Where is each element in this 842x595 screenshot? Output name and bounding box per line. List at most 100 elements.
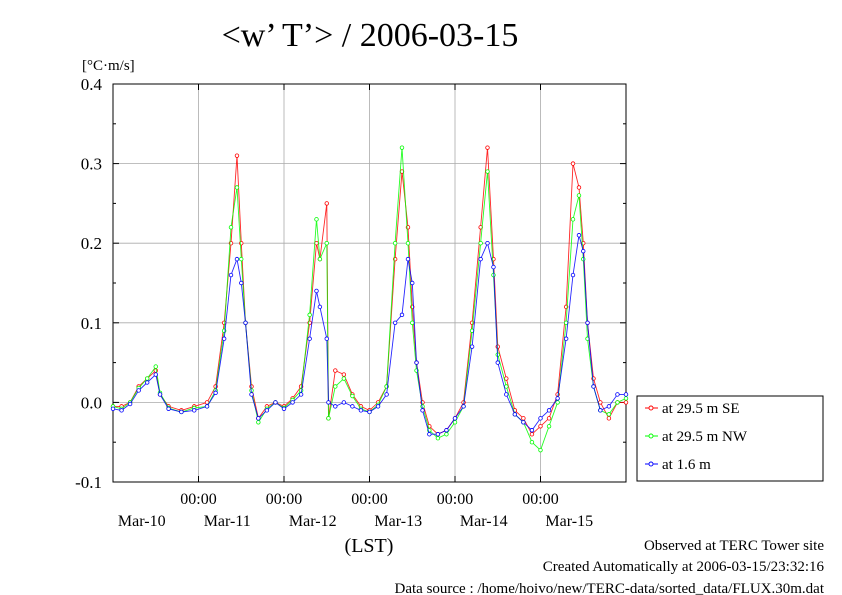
data-point	[399, 312, 405, 318]
data-point	[179, 409, 184, 415]
data-point	[444, 432, 449, 437]
data-point	[546, 408, 552, 413]
data-point	[585, 320, 590, 325]
data-point	[504, 392, 509, 397]
data-point	[478, 256, 483, 262]
data-point	[392, 240, 398, 246]
data-point	[478, 240, 483, 246]
data-point	[392, 320, 398, 325]
grid-lines	[113, 83, 626, 483]
data-point	[591, 384, 596, 389]
data-point	[243, 320, 248, 325]
data-point	[298, 392, 304, 397]
x-tick-time-label: 00:00	[266, 491, 302, 508]
data-point	[256, 416, 261, 421]
data-point	[405, 256, 411, 262]
data-point	[204, 404, 210, 409]
data-point	[435, 432, 441, 437]
data-point	[576, 193, 582, 198]
data-point	[606, 412, 612, 417]
data-point	[529, 432, 535, 437]
data-point	[256, 420, 261, 425]
data-point	[324, 240, 329, 246]
data-point	[598, 400, 603, 405]
data-point	[264, 408, 270, 413]
data-point	[485, 169, 490, 174]
data-point	[461, 404, 466, 409]
data-point	[491, 264, 496, 270]
data-point	[555, 396, 560, 401]
data-point	[512, 412, 518, 417]
data-point	[324, 201, 329, 206]
x-tick-labels: 00:00 00:00 00:00 00:00 00:00 Mar-10 Mar-11 Mar…	[118, 491, 593, 530]
chart-title: <w’ T’> / 2006-03-15	[222, 17, 519, 54]
x-date-label: Mar-11	[204, 513, 251, 530]
data-point	[529, 428, 535, 433]
data-point	[307, 336, 312, 341]
y-tick-labels: 0.4 0.3 0.2 0.1 0.0 -0.1	[75, 75, 102, 492]
data-point	[570, 272, 576, 278]
data-point	[538, 447, 543, 453]
data-point	[485, 240, 490, 246]
data-point	[576, 185, 582, 190]
data-point	[153, 372, 158, 377]
x-tick-time-label: 00:00	[522, 491, 558, 508]
data-point	[358, 408, 364, 413]
data-point	[606, 404, 612, 409]
x-tick-time-label: 00:00	[437, 491, 473, 508]
legend: at 29.5 m SE at 29.5 m NW at 1.6 m	[636, 395, 824, 482]
data-point	[563, 336, 569, 341]
data-point	[623, 396, 629, 401]
x-date-label: Mar-14	[460, 513, 508, 530]
data-point	[538, 424, 543, 429]
x-date-label: Mar-15	[545, 513, 593, 530]
data-point	[234, 153, 240, 158]
y-tick-label: -0.1	[75, 473, 102, 492]
data-point	[333, 368, 338, 373]
data-point	[367, 409, 372, 415]
data-point	[485, 145, 490, 150]
data-point	[341, 376, 347, 381]
data-point	[444, 428, 449, 433]
data-point	[504, 384, 509, 389]
data-point	[317, 256, 323, 262]
legend-swatch-marker	[648, 461, 654, 467]
data-point	[228, 272, 234, 278]
x-tick-time-label: 00:00	[351, 491, 387, 508]
data-point	[435, 436, 441, 441]
data-point	[452, 416, 458, 421]
data-point	[495, 360, 500, 365]
x-date-label: Mar-10	[118, 513, 166, 530]
data-point	[546, 424, 552, 429]
data-point	[153, 364, 158, 369]
data-point	[504, 376, 509, 381]
data-point	[239, 256, 244, 262]
series-group	[110, 145, 629, 453]
data-point	[410, 280, 415, 286]
data-point	[384, 392, 389, 397]
data-point	[119, 408, 124, 413]
data-point	[136, 388, 141, 393]
legend-label: at 1.6 m	[662, 457, 711, 473]
data-point	[192, 408, 197, 413]
data-point	[375, 404, 381, 409]
legend-swatch-marker	[648, 405, 654, 411]
y-axis-label: [°C·m/s]	[82, 58, 135, 74]
data-point	[576, 233, 582, 238]
x-axis-label: (LST)	[345, 535, 394, 557]
data-point	[314, 288, 319, 294]
data-point	[546, 416, 552, 421]
y-tick-label: 0.2	[81, 234, 102, 253]
data-point	[452, 420, 458, 425]
data-point	[234, 256, 240, 262]
data-point	[414, 360, 419, 365]
data-point	[290, 400, 295, 405]
data-point	[314, 217, 319, 222]
data-point	[598, 408, 603, 413]
data-point	[213, 390, 218, 396]
data-point	[166, 406, 171, 411]
data-point	[127, 401, 133, 407]
data-point	[570, 161, 576, 166]
data-point	[273, 400, 278, 405]
x-date-label: Mar-13	[374, 513, 422, 530]
